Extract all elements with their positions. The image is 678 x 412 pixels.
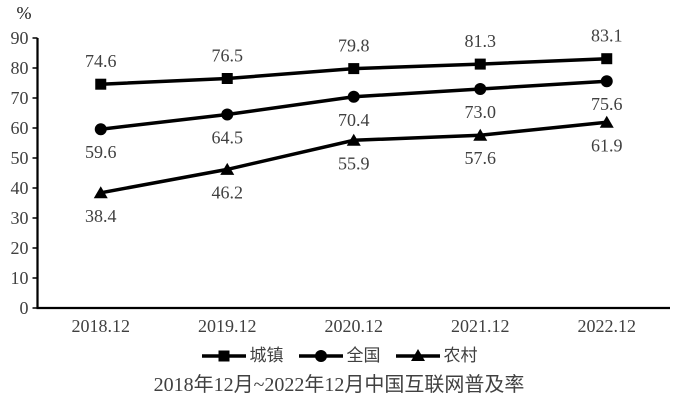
triangle-marker [473,128,488,141]
legend-label-urban: 城镇 [249,346,284,365]
data-point-label: 75.6 [591,94,623,114]
data-point-label: 79.8 [338,36,370,56]
data-point-label: 57.6 [465,148,497,168]
data-point-label: 61.9 [591,135,623,155]
square-marker [221,73,233,84]
square-marker [474,58,486,70]
data-point-label: 73.0 [465,102,497,122]
circle-marker [221,108,234,121]
circle-marker [94,123,107,136]
chart-title: 2018年12月~2022年12月中国互联网普及率 [153,374,525,396]
y-axis-tick-label: 20 [11,238,29,258]
square-marker [601,53,613,65]
data-point-label: 76.5 [212,46,244,66]
data-point-label: 59.6 [85,142,117,162]
square-series-marker-icon [201,350,246,362]
triangle-marker [346,133,361,146]
triangle-marker [599,115,614,128]
x-axis-tick-label: 2018.12 [72,316,131,336]
y-axis-tick-label: 80 [11,58,29,78]
circle-series-marker-icon [298,350,343,362]
legend-label-rural: 农村 [443,346,478,365]
data-point-label: 46.2 [212,182,244,202]
x-axis-tick-label: 2020.12 [325,316,384,336]
circle-marker [347,90,360,103]
data-point-label: 64.5 [212,128,244,148]
square-marker [348,63,360,75]
line-chart-plot: % 0 10 20 30 40 50 60 70 80 90 2018.12 2019.12 2020.… [11,3,670,336]
circle-marker [600,75,613,88]
data-point-label: 38.4 [85,206,117,226]
y-axis-tick-label: 10 [11,268,29,288]
y-axis-tick-label: 30 [11,208,29,228]
x-axis-tick-label: 2022.12 [578,316,637,336]
square-marker [95,78,107,90]
x-axis-tick-label: 2021.12 [451,316,510,336]
legend-label-national: 全国 [346,346,381,365]
data-point-label: 83.1 [591,26,623,46]
y-axis-tick-label: 90 [11,28,29,48]
data-point-label: 70.4 [338,110,370,130]
circle-marker [474,83,487,95]
data-point-label: 55.9 [338,153,370,173]
y-axis-unit-label: % [17,3,32,23]
x-axis-tick-label: 2019.12 [198,316,257,336]
triangle-marker [93,186,108,199]
y-axis-tick-label: 50 [11,148,29,168]
legend-item-urban: 城镇 [201,347,284,365]
data-point-label: 81.3 [465,31,497,51]
y-axis-tick-label: 60 [11,118,29,138]
y-axis-tick-label: 40 [11,178,29,198]
triangle-series-marker-icon [395,349,440,361]
plot-generated-content: 0 10 20 30 40 50 60 70 80 90 2018.12 2019.12 2020.12… [11,26,670,336]
y-axis-tick-label: 0 [20,298,29,318]
legend-item-rural: 农村 [395,347,478,365]
y-axis-tick-label: 70 [11,88,29,108]
chart-legend: 城镇 全国 农村 [0,347,678,365]
triangle-marker [220,162,235,175]
legend-item-national: 全国 [298,347,381,365]
data-point-label: 74.6 [85,51,117,71]
